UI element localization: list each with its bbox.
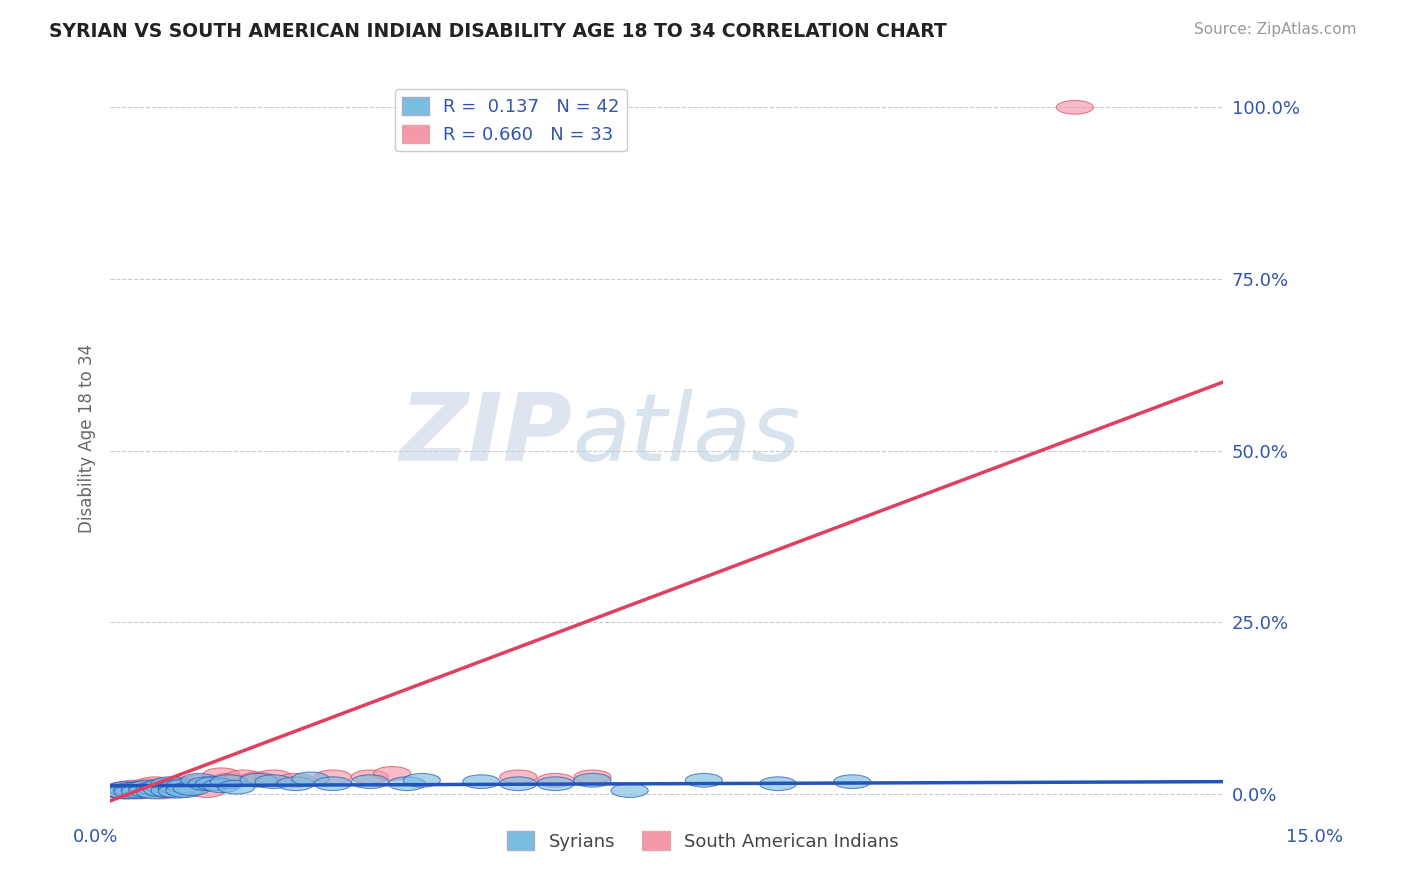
Ellipse shape	[404, 773, 440, 787]
Ellipse shape	[150, 784, 188, 797]
Ellipse shape	[759, 777, 797, 790]
Text: Source: ZipAtlas.com: Source: ZipAtlas.com	[1194, 22, 1357, 37]
Ellipse shape	[136, 777, 173, 790]
Ellipse shape	[107, 781, 143, 796]
Ellipse shape	[202, 779, 240, 793]
Y-axis label: Disability Age 18 to 34: Disability Age 18 to 34	[79, 344, 96, 533]
Ellipse shape	[166, 777, 202, 790]
Ellipse shape	[121, 785, 159, 799]
Ellipse shape	[240, 772, 277, 786]
Ellipse shape	[98, 784, 136, 798]
Ellipse shape	[166, 784, 202, 797]
Text: ZIP: ZIP	[399, 389, 572, 481]
Ellipse shape	[314, 777, 352, 790]
Ellipse shape	[225, 770, 263, 784]
Text: atlas: atlas	[572, 390, 800, 481]
Ellipse shape	[574, 770, 612, 784]
Ellipse shape	[143, 785, 180, 799]
Ellipse shape	[107, 781, 143, 796]
Ellipse shape	[352, 775, 388, 789]
Ellipse shape	[188, 777, 225, 790]
Ellipse shape	[143, 779, 180, 793]
Text: 15.0%: 15.0%	[1286, 828, 1343, 846]
Ellipse shape	[121, 781, 159, 796]
Ellipse shape	[136, 782, 173, 796]
Ellipse shape	[114, 782, 150, 796]
Ellipse shape	[292, 772, 329, 786]
Ellipse shape	[685, 773, 723, 787]
Ellipse shape	[537, 777, 574, 790]
Ellipse shape	[173, 781, 211, 796]
Ellipse shape	[107, 785, 143, 799]
Ellipse shape	[98, 784, 136, 797]
Ellipse shape	[1056, 101, 1094, 114]
Ellipse shape	[107, 785, 143, 799]
Ellipse shape	[574, 773, 612, 787]
Ellipse shape	[834, 775, 870, 789]
Ellipse shape	[173, 780, 211, 794]
Ellipse shape	[143, 783, 180, 797]
Ellipse shape	[218, 780, 254, 794]
Ellipse shape	[129, 784, 166, 797]
Ellipse shape	[114, 784, 150, 798]
Ellipse shape	[150, 780, 188, 794]
Ellipse shape	[277, 777, 314, 790]
Ellipse shape	[150, 784, 188, 797]
Ellipse shape	[211, 773, 247, 787]
Ellipse shape	[211, 775, 247, 789]
Ellipse shape	[159, 784, 195, 798]
Ellipse shape	[195, 777, 232, 790]
Legend: R =  0.137   N = 42, R = 0.660   N = 33: R = 0.137 N = 42, R = 0.660 N = 33	[395, 89, 627, 152]
Ellipse shape	[188, 784, 225, 797]
Ellipse shape	[114, 780, 150, 794]
Ellipse shape	[136, 781, 173, 796]
Ellipse shape	[352, 770, 388, 784]
Ellipse shape	[388, 777, 426, 790]
Ellipse shape	[129, 779, 166, 793]
Ellipse shape	[129, 780, 166, 794]
Legend: Syrians, South American Indians: Syrians, South American Indians	[501, 824, 905, 858]
Ellipse shape	[254, 775, 292, 789]
Ellipse shape	[314, 770, 352, 784]
Ellipse shape	[499, 770, 537, 784]
Ellipse shape	[537, 773, 574, 787]
Ellipse shape	[254, 770, 292, 784]
Ellipse shape	[499, 777, 537, 790]
Text: 0.0%: 0.0%	[73, 828, 118, 846]
Ellipse shape	[114, 785, 150, 799]
Ellipse shape	[159, 780, 195, 794]
Ellipse shape	[463, 775, 499, 789]
Ellipse shape	[180, 773, 218, 787]
Ellipse shape	[121, 784, 159, 798]
Ellipse shape	[159, 779, 195, 793]
Ellipse shape	[277, 773, 314, 787]
Ellipse shape	[150, 777, 188, 790]
Text: SYRIAN VS SOUTH AMERICAN INDIAN DISABILITY AGE 18 TO 34 CORRELATION CHART: SYRIAN VS SOUTH AMERICAN INDIAN DISABILI…	[49, 22, 948, 41]
Ellipse shape	[129, 784, 166, 797]
Ellipse shape	[121, 781, 159, 796]
Ellipse shape	[240, 773, 277, 787]
Ellipse shape	[180, 775, 218, 789]
Ellipse shape	[612, 784, 648, 797]
Ellipse shape	[374, 766, 411, 780]
Ellipse shape	[202, 768, 240, 781]
Ellipse shape	[166, 779, 202, 793]
Ellipse shape	[143, 779, 180, 793]
Ellipse shape	[136, 785, 173, 799]
